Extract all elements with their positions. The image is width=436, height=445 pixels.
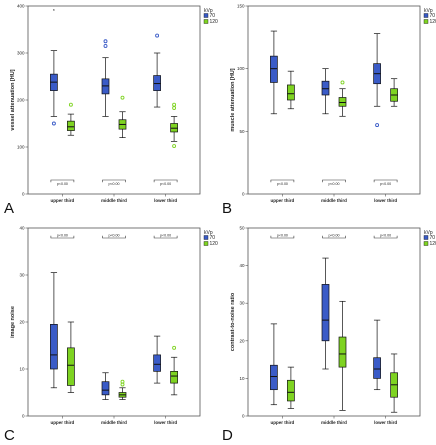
panel-letter: B: [222, 200, 232, 217]
iqr-box: [102, 382, 109, 395]
y-tick-label: 100: [17, 145, 25, 150]
iqr-box: [50, 324, 57, 369]
panel-letter: A: [4, 200, 14, 217]
iqr-box: [322, 81, 329, 95]
iqr-box: [67, 121, 74, 130]
significance-label: p<0.00: [277, 233, 288, 237]
y-tick-label: 0: [242, 192, 245, 197]
y-axis-title: vessel attenuation [HU]: [10, 69, 16, 130]
legend-swatch: [424, 242, 428, 246]
panel-letter: D: [222, 427, 233, 440]
iqr-box: [171, 371, 178, 383]
panel-a: 0 100 200 300 400 vessel attenuation [HU] uppe…: [10, 4, 218, 204]
legend-label: 120: [210, 19, 219, 25]
category-label: upper third: [271, 198, 295, 203]
iqr-box: [322, 284, 329, 340]
legend-swatch: [204, 236, 208, 240]
extreme-point: *: [53, 9, 55, 15]
iqr-box: [287, 85, 294, 100]
y-tick-label: 10: [239, 376, 245, 381]
significance-label: p<0.00: [160, 182, 171, 186]
y-tick-label: 50: [239, 129, 245, 134]
panel-d: 0 10 20 30 40 50 contrast-to-noise ratio upper …: [230, 226, 436, 426]
y-tick-label: 400: [17, 4, 25, 9]
y-tick-label: 0: [242, 414, 245, 419]
panel-b: 0 50 100 150 muscle attenuation [HU] upper th…: [230, 4, 436, 204]
legend-swatch: [424, 14, 428, 18]
significance-label: p<0.00: [108, 182, 119, 186]
legend-swatch: [204, 20, 208, 24]
y-tick-label: 20: [239, 338, 245, 343]
y-tick-label: 40: [19, 226, 25, 231]
category-label: upper third: [51, 420, 75, 425]
category-label: upper third: [271, 420, 295, 425]
category-label: middle third: [101, 198, 127, 203]
significance-label: p<0.00: [328, 182, 339, 186]
iqr-box: [270, 365, 277, 389]
legend-swatch: [204, 242, 208, 246]
iqr-box: [154, 355, 161, 371]
legend-swatch: [204, 14, 208, 18]
category-label: lower third: [374, 198, 397, 203]
panel-c: 0 10 20 30 40 image noise upper third middle th…: [10, 226, 218, 426]
significance-label: p<0.00: [108, 233, 119, 237]
legend-label: 120: [430, 19, 436, 25]
category-label: lower third: [154, 420, 177, 425]
significance-label: p<0.00: [57, 182, 68, 186]
category-label: lower third: [374, 420, 397, 425]
y-tick-label: 300: [17, 51, 25, 56]
y-axis-title: contrast-to-noise ratio: [230, 292, 236, 351]
category-label: middle third: [101, 420, 127, 425]
legend-label: 120: [210, 241, 219, 247]
y-tick-label: 40: [239, 263, 245, 268]
iqr-box: [339, 337, 346, 367]
iqr-box: [339, 97, 346, 106]
category-label: upper third: [51, 198, 75, 203]
y-tick-label: 50: [239, 226, 245, 231]
y-tick-label: 10: [19, 367, 25, 372]
y-tick-label: 30: [19, 273, 25, 278]
category-label: lower third: [154, 198, 177, 203]
y-tick-label: 0: [22, 414, 25, 419]
legend-swatch: [424, 236, 428, 240]
panel-letter: C: [4, 427, 15, 440]
significance-label: p<0.00: [328, 233, 339, 237]
y-tick-label: 0: [22, 192, 25, 197]
significance-label: p<0.00: [57, 233, 68, 237]
significance-label: p<0.00: [277, 182, 288, 186]
y-axis-title: image noise: [10, 306, 16, 338]
significance-label: p<0.00: [380, 182, 391, 186]
significance-label: p<0.00: [380, 233, 391, 237]
y-tick-label: 100: [237, 66, 245, 71]
category-label: middle third: [321, 420, 347, 425]
y-tick-label: 150: [237, 4, 245, 9]
category-label: middle third: [321, 198, 347, 203]
y-tick-label: 20: [19, 320, 25, 325]
y-tick-label: 30: [239, 301, 245, 306]
iqr-box: [270, 56, 277, 82]
iqr-box: [287, 380, 294, 401]
legend-label: 120: [430, 241, 436, 247]
iqr-box: [374, 358, 381, 379]
y-axis-title: muscle attenuation [HU]: [230, 68, 236, 131]
iqr-box: [67, 348, 74, 386]
significance-label: p<0.00: [160, 233, 171, 237]
y-tick-label: 200: [17, 98, 25, 103]
legend-swatch: [424, 20, 428, 24]
